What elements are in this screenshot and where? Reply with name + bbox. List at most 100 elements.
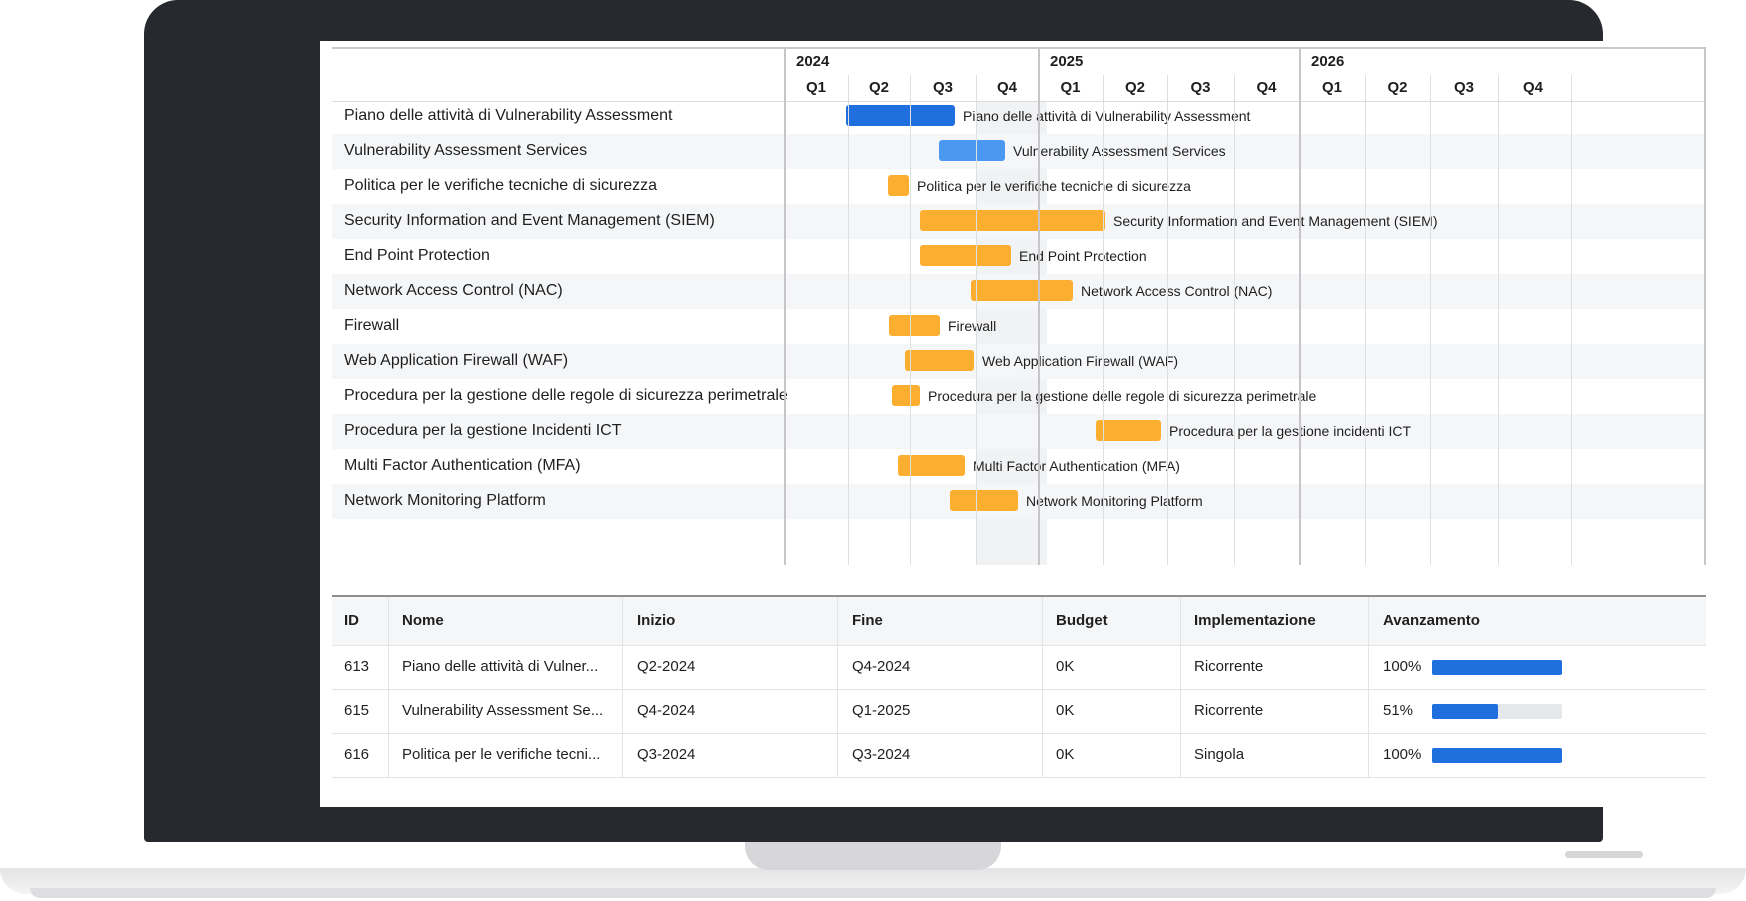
cell-nome: Vulnerability Assessment Se... bbox=[402, 702, 604, 719]
column-separator bbox=[837, 645, 838, 689]
gantt-row[interactable]: Vulnerability Assessment Services Vulnera… bbox=[332, 134, 1706, 169]
quarter-label: Q4 bbox=[996, 79, 1017, 96]
cell-implementazione: Singola bbox=[1194, 746, 1245, 763]
column-separator bbox=[1042, 597, 1043, 645]
gantt-row[interactable]: End Point Protection End Point Protection bbox=[332, 239, 1706, 274]
task-bar[interactable] bbox=[892, 385, 920, 406]
quarter-label: Q3 bbox=[1190, 79, 1211, 96]
cell-implementazione: Ricorrente bbox=[1194, 658, 1264, 675]
task-label[interactable]: Vulnerability Assessment Services bbox=[344, 142, 588, 159]
gantt-row[interactable]: Multi Factor Authentication (MFA) Multi F… bbox=[332, 449, 1706, 484]
quarter-gridline bbox=[1103, 75, 1104, 565]
gantt-row[interactable]: Network Monitoring Platform Network Monit… bbox=[332, 484, 1706, 519]
cell-budget: 0K bbox=[1056, 658, 1075, 675]
column-separator bbox=[1180, 597, 1181, 645]
task-bar[interactable] bbox=[920, 210, 1105, 231]
column-separator bbox=[837, 597, 838, 645]
task-bar[interactable] bbox=[898, 455, 965, 476]
table-header-row: ID Nome Inizio Fine Budget Implementazio… bbox=[332, 597, 1706, 646]
table-row[interactable]: 613 Piano delle attività di Vulner... Q2-2… bbox=[332, 645, 1706, 690]
task-bar-label: Web Application Firewall (WAF) bbox=[982, 353, 1179, 369]
header-budget[interactable]: Budget bbox=[1056, 612, 1108, 629]
cell-nome: Piano delle attività di Vulner... bbox=[402, 658, 599, 675]
quarter-label: Q1 bbox=[1060, 79, 1081, 96]
gantt-row[interactable]: Network Access Control (NAC) Network Acce… bbox=[332, 274, 1706, 309]
year-label-2025: 2025 bbox=[1050, 53, 1084, 70]
quarter-gridline bbox=[848, 75, 849, 565]
quarter-label: Q3 bbox=[932, 79, 953, 96]
header-inizio[interactable]: Inizio bbox=[637, 612, 676, 629]
task-bar[interactable] bbox=[846, 105, 955, 126]
quarter-gridline bbox=[1167, 75, 1168, 565]
column-separator bbox=[1180, 689, 1181, 733]
task-bar[interactable] bbox=[888, 175, 909, 196]
task-bar-label: Network Access Control (NAC) bbox=[1081, 283, 1273, 299]
header-implementazione[interactable]: Implementazione bbox=[1194, 612, 1316, 629]
quarter-label: Q2 bbox=[868, 79, 889, 96]
year-gridline bbox=[784, 47, 786, 565]
table-row[interactable]: 615 Vulnerability Assessment Se... Q4-2024… bbox=[332, 689, 1706, 734]
cell-avanzamento: 51% bbox=[1383, 702, 1414, 719]
cell-nome: Politica per le verifiche tecni... bbox=[402, 746, 601, 763]
task-bar[interactable] bbox=[950, 490, 1018, 511]
column-separator bbox=[622, 597, 623, 645]
task-label[interactable]: Security Information and Event Managemen… bbox=[344, 212, 715, 229]
quarter-label: Q3 bbox=[1453, 79, 1474, 96]
cell-inizio: Q2-2024 bbox=[637, 658, 696, 675]
task-label[interactable]: Network Access Control (NAC) bbox=[344, 282, 563, 299]
header-nome[interactable]: Nome bbox=[402, 612, 444, 629]
task-bar-label: Vulnerability Assessment Services bbox=[1013, 143, 1226, 159]
column-separator bbox=[1042, 645, 1043, 689]
progress-bar bbox=[1432, 704, 1562, 719]
cell-budget: 0K bbox=[1056, 746, 1075, 763]
gantt-row[interactable]: Procedura per la gestione Incidenti ICT P… bbox=[332, 414, 1706, 449]
column-separator bbox=[837, 733, 838, 777]
column-separator bbox=[1368, 733, 1369, 777]
task-label[interactable]: Procedura per la gestione delle regole d… bbox=[344, 387, 788, 404]
gantt-row[interactable]: Piano delle attività di Vulnerability As… bbox=[332, 99, 1706, 134]
task-bar[interactable] bbox=[920, 245, 1011, 266]
column-separator bbox=[622, 689, 623, 733]
column-separator bbox=[837, 689, 838, 733]
progress-bar bbox=[1432, 660, 1562, 675]
task-label[interactable]: Piano delle attività di Vulnerability As… bbox=[344, 107, 673, 124]
task-bar-label: Security Information and Event Managemen… bbox=[1113, 213, 1438, 229]
task-bar[interactable] bbox=[889, 315, 940, 336]
quarter-label: Q1 bbox=[1321, 79, 1342, 96]
task-label[interactable]: Firewall bbox=[344, 317, 400, 334]
gantt-row[interactable]: Web Application Firewall (WAF) Web Applic… bbox=[332, 344, 1706, 379]
quarter-gridline bbox=[976, 75, 977, 565]
table-row[interactable]: 616 Politica per le verifiche tecni... Q3-… bbox=[332, 733, 1706, 778]
task-bar[interactable] bbox=[939, 140, 1005, 161]
column-separator bbox=[388, 597, 389, 645]
header-fine[interactable]: Fine bbox=[852, 612, 883, 629]
task-label[interactable]: Procedura per la gestione Incidenti ICT bbox=[344, 422, 622, 439]
task-label[interactable]: Web Application Firewall (WAF) bbox=[344, 352, 569, 369]
quarter-label: Q2 bbox=[1124, 79, 1145, 96]
quarter-gridline bbox=[1498, 75, 1499, 565]
task-bar[interactable] bbox=[971, 280, 1073, 301]
task-bar[interactable] bbox=[905, 350, 974, 371]
project-table: ID Nome Inizio Fine Budget Implementazio… bbox=[332, 595, 1706, 778]
cell-id: 616 bbox=[344, 746, 370, 763]
task-bar[interactable] bbox=[1096, 420, 1161, 441]
task-label[interactable]: Network Monitoring Platform bbox=[344, 492, 546, 509]
column-separator bbox=[1042, 733, 1043, 777]
year-gridline bbox=[1704, 47, 1706, 565]
task-bar-label: Network Monitoring Platform bbox=[1026, 493, 1203, 509]
timeline-header: 2024 Q1 Q2 Q3 Q4 2025 Q1 Q2 Q3 Q4 2026 Q1 Q2 Q3 Q4 bbox=[332, 47, 1706, 102]
year-gridline bbox=[1299, 47, 1301, 565]
gantt-row[interactable]: Firewall Firewall bbox=[332, 309, 1706, 344]
task-label[interactable]: End Point Protection bbox=[344, 247, 490, 264]
gantt-row[interactable]: Procedura per la gestione delle regole d… bbox=[332, 379, 1706, 414]
cell-implementazione: Ricorrente bbox=[1194, 702, 1264, 719]
task-label[interactable]: Multi Factor Authentication (MFA) bbox=[344, 457, 581, 474]
gantt-row[interactable]: Security Information and Event Managemen… bbox=[332, 204, 1706, 239]
header-id[interactable]: ID bbox=[344, 612, 359, 629]
header-avanzamento[interactable]: Avanzamento bbox=[1383, 612, 1480, 629]
task-label[interactable]: Politica per le verifiche tecniche di si… bbox=[344, 177, 658, 194]
gantt-row[interactable]: Politica per le verifiche tecniche di si… bbox=[332, 169, 1706, 204]
cell-budget: 0K bbox=[1056, 702, 1075, 719]
task-bar-label: Firewall bbox=[948, 318, 997, 334]
quarter-label: Q4 bbox=[1256, 79, 1277, 96]
